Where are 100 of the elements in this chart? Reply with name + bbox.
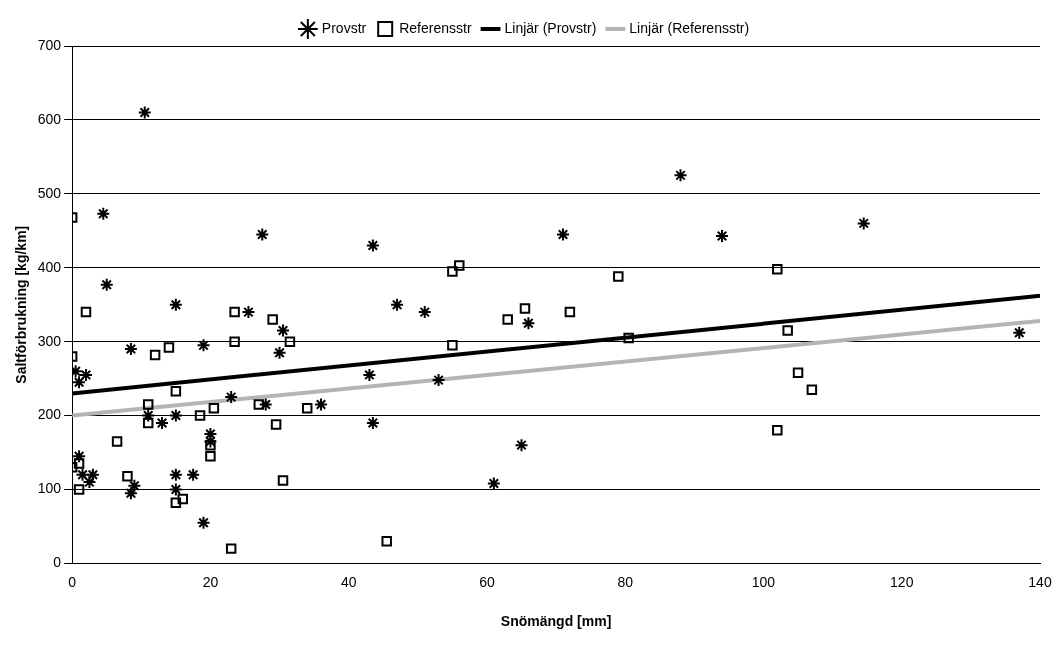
point bbox=[241, 305, 256, 320]
point bbox=[521, 316, 536, 331]
point bbox=[253, 399, 265, 410]
legend-label: Linjär (Provstr) bbox=[504, 19, 597, 36]
point bbox=[284, 336, 296, 347]
point bbox=[73, 458, 85, 469]
point bbox=[78, 367, 93, 382]
point bbox=[486, 476, 501, 491]
point bbox=[782, 325, 793, 336]
point bbox=[454, 260, 465, 271]
point bbox=[519, 303, 531, 314]
point bbox=[208, 402, 220, 414]
point bbox=[772, 425, 783, 436]
point bbox=[123, 486, 138, 501]
point bbox=[270, 419, 282, 430]
x-tick-label: 0 bbox=[68, 573, 77, 590]
point bbox=[72, 449, 87, 464]
point bbox=[224, 390, 239, 405]
point bbox=[555, 227, 570, 242]
point bbox=[715, 228, 729, 243]
point bbox=[623, 332, 634, 344]
point bbox=[177, 493, 189, 505]
y-tick-label: 300 bbox=[37, 332, 62, 349]
point bbox=[272, 345, 287, 360]
x-axis-title: Snömängd [mm] bbox=[500, 613, 612, 630]
point bbox=[194, 410, 206, 421]
point bbox=[137, 105, 152, 120]
point bbox=[149, 349, 161, 361]
point bbox=[792, 367, 804, 378]
point bbox=[111, 436, 123, 447]
legend-label: Provstr bbox=[321, 19, 367, 36]
point bbox=[170, 385, 182, 397]
x-tick-label: 40 bbox=[340, 573, 357, 590]
point bbox=[141, 408, 156, 423]
point bbox=[186, 467, 201, 482]
point bbox=[142, 399, 154, 410]
point bbox=[225, 543, 237, 554]
legend-label: Linjär (Referensstr) bbox=[629, 19, 750, 36]
point bbox=[196, 515, 211, 530]
point bbox=[447, 266, 458, 277]
point bbox=[255, 227, 270, 242]
point bbox=[362, 367, 377, 382]
point bbox=[856, 216, 871, 231]
point bbox=[381, 535, 392, 547]
point bbox=[75, 467, 90, 482]
point bbox=[205, 439, 216, 451]
x-tick-label: 60 bbox=[479, 573, 495, 590]
point bbox=[142, 417, 154, 429]
point bbox=[163, 342, 175, 353]
point bbox=[99, 277, 114, 292]
point bbox=[155, 415, 170, 430]
point bbox=[514, 438, 529, 453]
point bbox=[205, 450, 216, 462]
point bbox=[502, 314, 513, 325]
point bbox=[127, 478, 142, 493]
y-tick-label: 0 bbox=[53, 554, 62, 571]
point bbox=[73, 484, 85, 495]
point bbox=[673, 168, 688, 183]
y-axis-title: Saltförbrukning [kg/km] bbox=[13, 225, 30, 384]
point bbox=[196, 338, 211, 353]
y-tick-label: 200 bbox=[37, 406, 62, 423]
point bbox=[80, 306, 92, 318]
y-tick-label: 100 bbox=[37, 480, 62, 497]
point bbox=[564, 306, 576, 318]
point bbox=[82, 475, 97, 490]
y-tick-label: 500 bbox=[37, 184, 62, 201]
point bbox=[85, 467, 100, 482]
point bbox=[301, 402, 313, 414]
y-tick-label: 600 bbox=[37, 110, 62, 127]
point bbox=[168, 297, 183, 312]
point bbox=[72, 375, 87, 390]
point bbox=[806, 384, 818, 395]
point bbox=[417, 305, 432, 320]
x-tick-label: 20 bbox=[202, 573, 219, 590]
x-tick-label: 120 bbox=[890, 573, 914, 590]
y-tick-label: 700 bbox=[37, 36, 62, 53]
point bbox=[229, 336, 240, 347]
point bbox=[122, 470, 133, 482]
point bbox=[96, 206, 111, 221]
legend-label: Referensstr bbox=[399, 19, 472, 36]
point bbox=[772, 263, 783, 275]
point bbox=[390, 297, 405, 312]
point bbox=[123, 342, 138, 357]
point bbox=[365, 238, 380, 253]
x-tick-label: 100 bbox=[751, 573, 776, 590]
point bbox=[613, 271, 624, 282]
x-tick-label: 80 bbox=[617, 573, 634, 590]
point bbox=[170, 497, 182, 509]
point bbox=[168, 467, 183, 482]
y-tick-label: 400 bbox=[37, 258, 62, 275]
point bbox=[277, 475, 289, 486]
point bbox=[229, 306, 240, 318]
point bbox=[258, 397, 273, 412]
x-tick-label: 140 bbox=[1028, 573, 1052, 590]
point bbox=[1012, 325, 1027, 340]
point bbox=[447, 340, 458, 351]
point bbox=[168, 482, 183, 497]
point bbox=[431, 373, 446, 388]
point bbox=[276, 323, 291, 338]
point bbox=[314, 397, 329, 412]
